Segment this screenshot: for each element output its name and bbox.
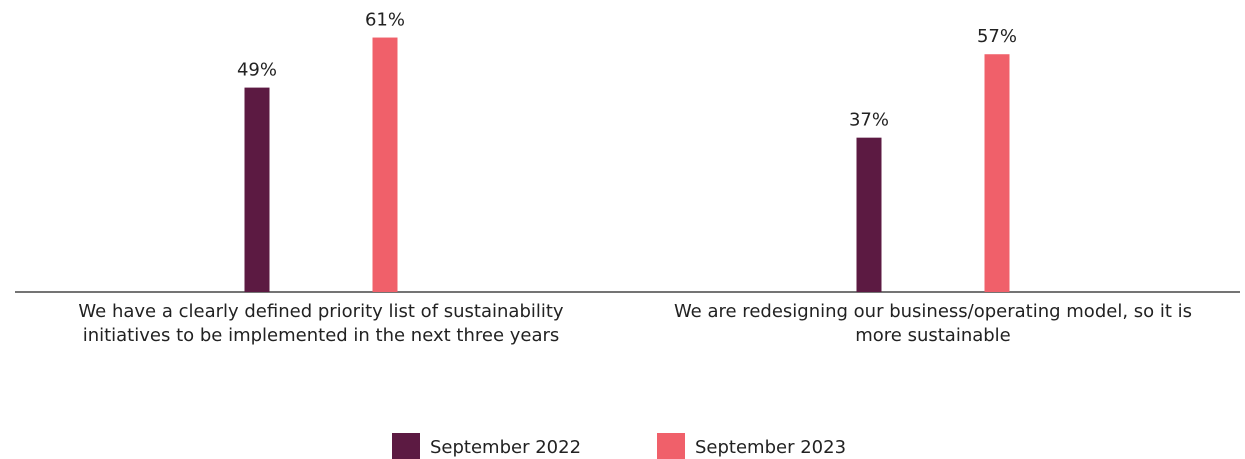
bar [984, 54, 1010, 292]
legend-label: September 2022 [430, 437, 581, 458]
legend-label: September 2023 [695, 437, 846, 458]
x-tick-label: We are redesigning our business/operatin… [673, 301, 1193, 346]
data-label: 37% [849, 110, 889, 131]
bar [244, 87, 270, 292]
bar [372, 37, 398, 292]
x-tick-label: We have a clearly defined priority list … [78, 301, 564, 346]
legend-swatch [657, 433, 685, 459]
data-label: 57% [977, 26, 1017, 47]
legend-swatch [392, 433, 420, 459]
data-label: 49% [237, 60, 277, 81]
data-label: 61% [365, 10, 405, 31]
bar [856, 137, 882, 292]
